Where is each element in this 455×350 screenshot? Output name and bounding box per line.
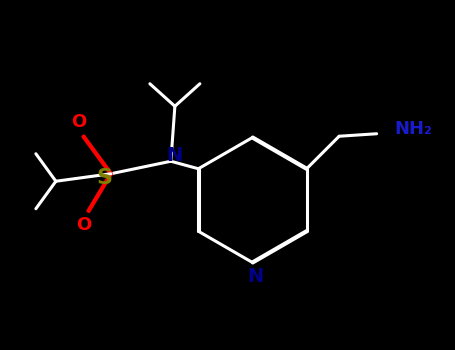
Text: N: N: [247, 267, 263, 286]
Text: NH₂: NH₂: [394, 120, 432, 138]
Text: N: N: [167, 146, 183, 165]
Text: S: S: [97, 168, 113, 188]
Text: O: O: [76, 216, 91, 234]
Text: O: O: [71, 113, 86, 131]
